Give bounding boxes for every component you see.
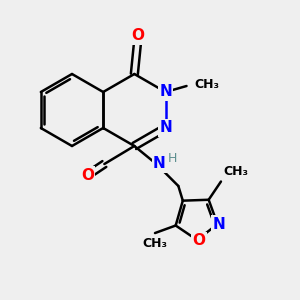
Text: N: N	[212, 217, 225, 232]
Text: N: N	[159, 85, 172, 100]
Text: N: N	[159, 121, 172, 136]
Text: O: O	[131, 28, 144, 44]
Text: O: O	[81, 167, 94, 182]
Text: N: N	[153, 157, 166, 172]
Text: CH₃: CH₃	[223, 164, 248, 178]
Text: CH₃: CH₃	[194, 77, 220, 91]
Text: O: O	[193, 233, 206, 248]
Text: CH₃: CH₃	[142, 237, 167, 250]
Text: H: H	[168, 152, 177, 164]
